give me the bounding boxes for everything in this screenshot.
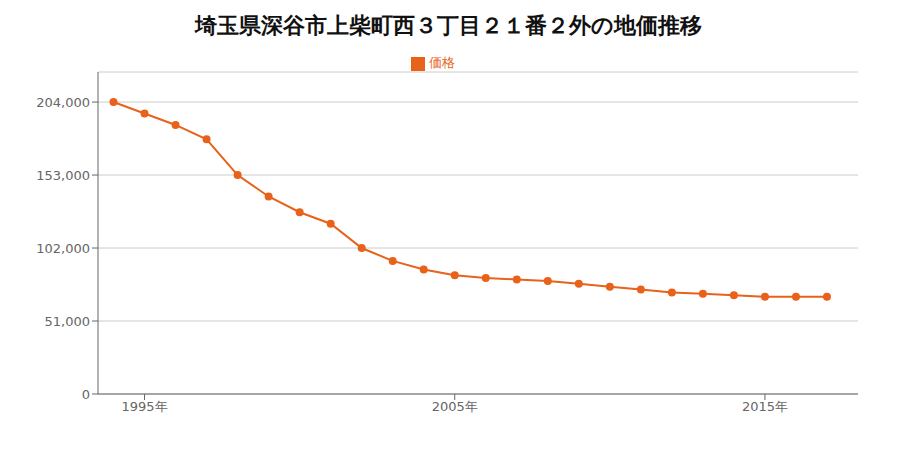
svg-text:0: 0: [82, 387, 90, 402]
html-text:価格: 価格: [429, 55, 455, 70]
svg-text:204,000: 204,000: [36, 95, 90, 110]
html-text:埼玉県深谷市上柴町西３丁目２１番２外の地価推移: 埼玉県深谷市上柴町西３丁目２１番２外の地価推移: [194, 13, 702, 38]
svg-text:1995年: 1995年: [121, 399, 167, 414]
svg-text:102,000: 102,000: [36, 241, 90, 256]
svg-text:2015年: 2015年: [742, 399, 788, 414]
svg-text:51,000: 51,000: [45, 314, 91, 329]
svg-text:153,000: 153,000: [36, 168, 90, 183]
svg-text:2005年: 2005年: [432, 399, 478, 414]
